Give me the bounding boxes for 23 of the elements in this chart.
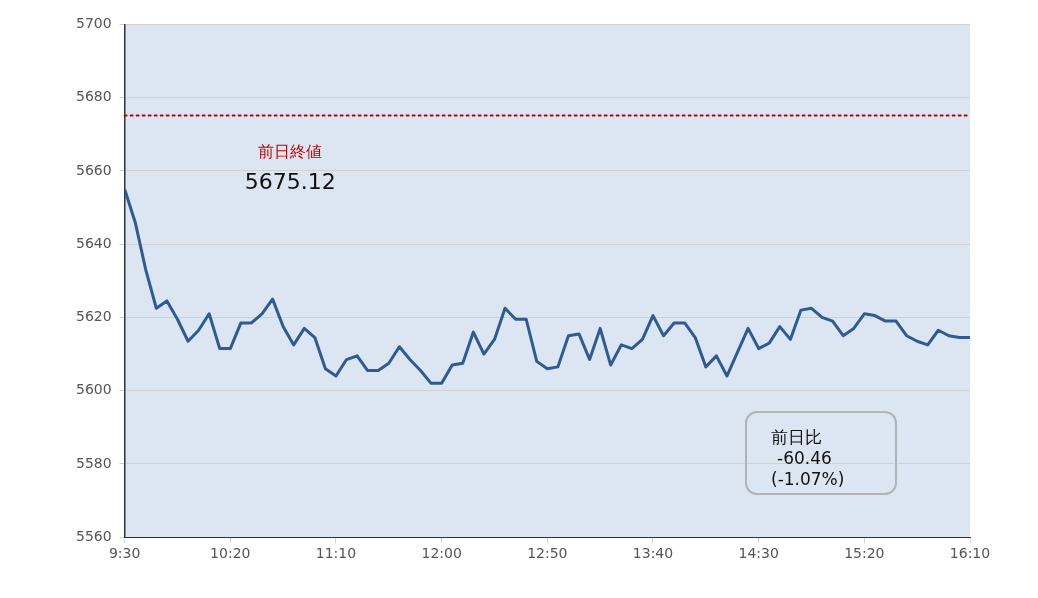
x-tick-label: 15:20 <box>844 545 885 562</box>
y-tick-label: 5620 <box>75 308 112 325</box>
y-tick-label: 5560 <box>75 527 112 544</box>
y-tick-label: 5600 <box>75 381 112 398</box>
y-tick-label: 5680 <box>75 88 112 105</box>
x-tick-label: 12:00 <box>421 545 462 562</box>
x-tick-label: 14:30 <box>738 545 779 562</box>
ref-line-label: 前日終値 <box>258 141 323 161</box>
y-tick-label: 5660 <box>75 161 112 178</box>
y-tick-label: 5580 <box>75 454 112 471</box>
y-tick-label: 5700 <box>75 15 112 32</box>
y-tick-label: 5640 <box>75 234 112 251</box>
x-tick-label: 16:10 <box>949 545 991 562</box>
x-tick-label: 9:30 <box>108 545 141 562</box>
rounded-box: 前日比 -60.46 (-1.07%) <box>745 411 897 495</box>
annotation: (-1.07%) <box>771 469 846 490</box>
x-tick-label: 10:20 <box>210 545 251 562</box>
annotation: -60.46 <box>776 448 833 469</box>
annotation: 前日比 <box>771 427 823 448</box>
x-tick-label: 11:10 <box>315 545 357 562</box>
annotation: 5675.12 <box>244 169 336 195</box>
x-tick-label: 12:50 <box>527 545 568 562</box>
x-tick-label: 13:40 <box>632 545 674 562</box>
